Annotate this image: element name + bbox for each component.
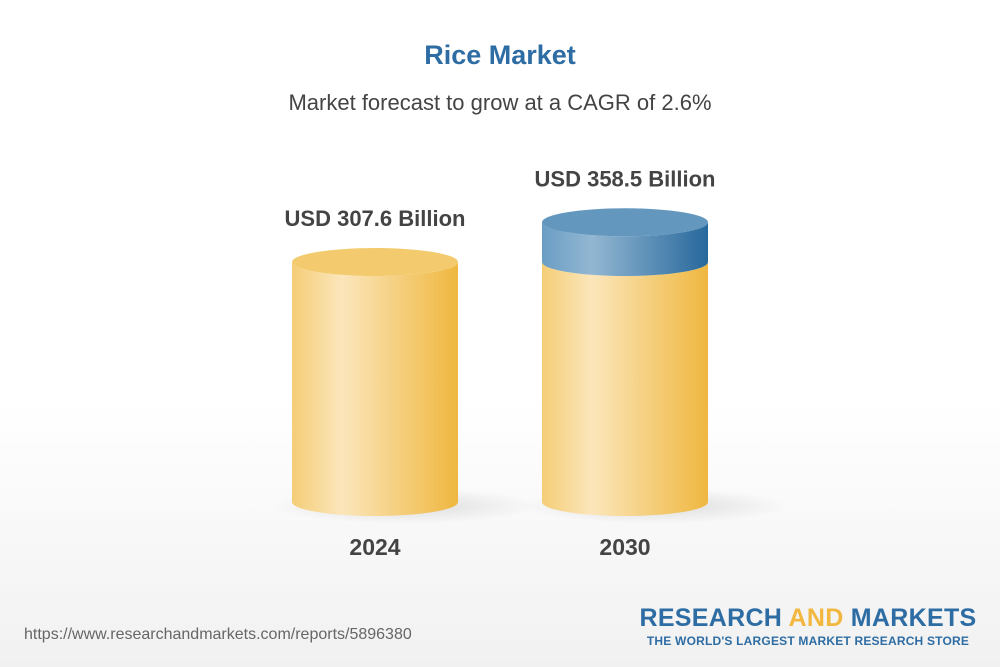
data-label-2030: USD 358.5 Billion — [535, 166, 716, 191]
report-url[interactable]: https://www.researchandmarkets.com/repor… — [24, 626, 412, 643]
category-label-2024: 2024 — [349, 534, 400, 560]
bar-2024 — [292, 262, 458, 516]
category-label-2030: 2030 — [599, 534, 650, 560]
bar-top-2030 — [542, 208, 708, 237]
chart-subtitle: Market forecast to grow at a CAGR of 2.6… — [288, 90, 712, 115]
data-label-2024: USD 307.6 Billion — [285, 206, 466, 231]
logo-text-and: AND — [788, 604, 844, 632]
logo-tagline: THE WORLD'S LARGEST MARKET RESEARCH STOR… — [646, 634, 970, 648]
chart-title: Rice Market — [424, 40, 576, 70]
research-and-markets-logo: RESEARCH AND MARKETS THE WORLD'S LARGEST… — [638, 604, 978, 648]
bar-growth-2030 — [542, 222, 708, 276]
logo-text-research: RESEARCH — [639, 604, 789, 632]
logo-text-markets: MARKETS — [843, 604, 977, 632]
bar-top-2024 — [292, 248, 458, 276]
bar-2030 — [542, 262, 708, 516]
